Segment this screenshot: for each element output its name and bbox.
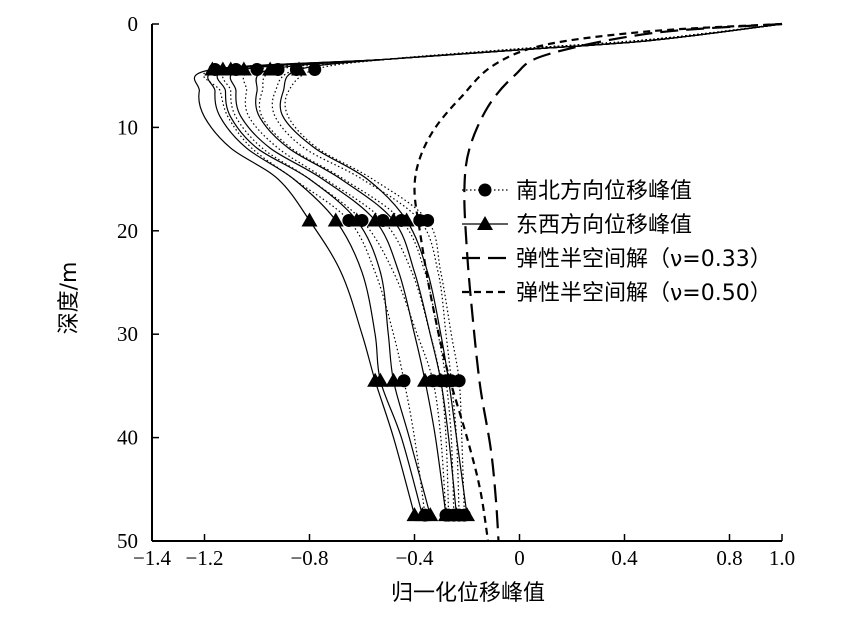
axes: −1.4 −1.2 −0.8 −0.4 0 0.4 0.8 1.0 0 10 20 30 40 50: [117, 12, 795, 570]
series-2-marker: [448, 507, 465, 522]
y-tick-label: 50: [117, 529, 138, 553]
series-1-line: [284, 23, 783, 516]
series-2-marker: [367, 212, 384, 227]
series-2-line: [193, 23, 783, 516]
x-tick-label: 0.8: [716, 546, 742, 570]
series-1: [202, 23, 783, 522]
x-tick-label: −0.4: [395, 546, 434, 570]
x-axis-label: 归一化位移峰值: [391, 581, 545, 606]
legend-marker-1: [478, 183, 492, 197]
series-2-marker: [438, 507, 454, 522]
series-2-marker: [262, 61, 279, 76]
y-axis-label: 深度/m: [57, 262, 82, 335]
x-tick-label: 1.0: [769, 546, 795, 570]
legend-label-2: 东西方向位移峰值: [516, 213, 692, 238]
y-tick-label: 10: [117, 115, 138, 139]
legend-label-3: 弹性半空间解（ν=0.33）: [516, 247, 772, 272]
series-2-marker: [432, 372, 449, 387]
series-2-marker: [367, 372, 384, 387]
series-2-marker: [204, 61, 221, 76]
x-tick-label: −1.2: [185, 546, 223, 570]
series-3: [463, 22, 783, 542]
series-3-line: [463, 22, 783, 542]
series-2-marker: [385, 372, 402, 387]
y-tick-label: 40: [117, 426, 138, 450]
series-2: [193, 23, 783, 522]
x-tick-label: 0.4: [611, 546, 638, 570]
series-2-marker: [459, 507, 475, 522]
legend-marker-2: [477, 216, 493, 230]
x-tick-label: −1.4: [133, 546, 172, 570]
series-2-marker: [291, 61, 307, 76]
plot-area: [193, 22, 783, 542]
series-2-marker: [406, 507, 423, 522]
series-2-marker: [301, 212, 318, 227]
series-2-marker: [417, 372, 433, 387]
y-tick-label: 30: [117, 322, 138, 346]
legend-label-4: 弹性半空间解（ν=0.50）: [516, 281, 772, 306]
series-2-marker: [385, 212, 402, 227]
series-1-marker: [397, 374, 411, 388]
series-2-marker: [398, 212, 415, 227]
series-2-marker: [348, 212, 365, 227]
legend-label-1: 南北方向位移峰值: [516, 179, 692, 204]
x-tick-label: −0.8: [290, 546, 328, 570]
series-2-marker: [235, 61, 252, 76]
x-tick-label: 0: [514, 546, 525, 570]
series-2-marker: [327, 212, 344, 227]
y-tick-label: 20: [117, 219, 138, 243]
y-tick-label: 0: [128, 12, 139, 36]
